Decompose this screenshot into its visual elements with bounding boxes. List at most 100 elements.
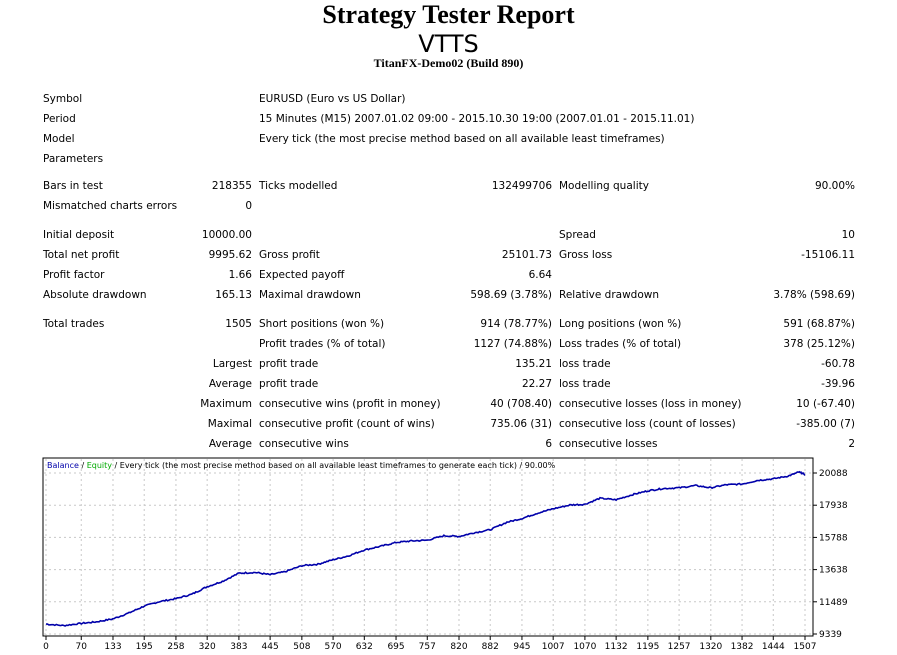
gross-profit-value: 25101.73 (501, 249, 552, 261)
max-consecutive-losses-value: 10 (-67.40) (796, 398, 855, 410)
bars-label: Bars in test (43, 180, 103, 192)
x-tick-label: 70 (76, 642, 88, 652)
max-consecutive-wins-value: 40 (708.40) (490, 398, 552, 410)
largest-profit-label: profit trade (259, 358, 319, 370)
average-consecutive-wins-value: 6 (545, 438, 552, 450)
average-consecutive-losses-value: 2 (848, 438, 855, 450)
balance-series-line (46, 470, 806, 627)
symbol-value: EURUSD (Euro vs US Dollar) (259, 93, 406, 105)
quality-label: Modelling quality (559, 180, 649, 192)
gross-loss-value: -15106.11 (801, 249, 855, 261)
y-axis-ticks: 9339 11489 13638 15788 17938 20088 (813, 469, 848, 640)
maximal-consecutive-loss-value: -385.00 (7) (796, 418, 855, 430)
y-tick-label: 20088 (819, 469, 848, 479)
x-tick-label: 1195 (636, 642, 659, 652)
parameters-label: Parameters (43, 153, 104, 165)
net-profit-value: 9995.62 (208, 249, 252, 261)
x-tick-label: 258 (167, 642, 184, 652)
x-tick-label: 1007 (542, 642, 565, 652)
period-label: Period (43, 113, 76, 125)
x-tick-label: 820 (450, 642, 467, 652)
x-tick-label: 695 (387, 642, 404, 652)
average-label: Average (208, 378, 252, 390)
average-loss-value: -39.96 (821, 378, 855, 390)
absolute-drawdown-label: Absolute drawdown (43, 289, 147, 301)
long-positions-value: 591 (68.87%) (783, 318, 855, 330)
x-tick-label: 1320 (699, 642, 722, 652)
x-tick-label: 1070 (573, 642, 596, 652)
expected-payoff-label: Expected payoff (259, 269, 345, 281)
y-tick-label: 9339 (819, 630, 842, 640)
average-consecutive-wins-label: consecutive wins (259, 438, 349, 450)
max-consecutive-wins-label: consecutive wins (profit in money) (259, 398, 441, 410)
profit-trades-value: 1127 (74.88%) (473, 338, 552, 350)
legend-description: / Every tick (the most precise method ba… (112, 461, 556, 470)
legend-balance: Balance (47, 461, 79, 470)
maximal-consecutive-profit-value: 735.06 (31) (490, 418, 552, 430)
y-tick-label: 11489 (819, 598, 848, 608)
y-tick-label: 13638 (819, 566, 848, 576)
x-tick-label: 1132 (605, 642, 628, 652)
x-tick-label: 570 (324, 642, 341, 652)
x-tick-label: 1257 (668, 642, 691, 652)
account-info: TitanFX-Demo02 (Build 890) (373, 56, 524, 70)
expert-name: VTTS (418, 30, 479, 58)
profit-trades-label: Profit trades (% of total) (259, 338, 386, 350)
mismatch-value: 0 (245, 200, 252, 212)
short-positions-label: Short positions (won %) (259, 318, 385, 330)
loss-trades-value: 378 (25.12%) (783, 338, 855, 350)
ticks-label: Ticks modelled (259, 180, 338, 192)
short-positions-value: 914 (78.77%) (480, 318, 552, 330)
x-tick-label: 1444 (762, 642, 785, 652)
largest-loss-value: -60.78 (821, 358, 855, 370)
max-consecutive-losses-label: consecutive losses (loss in money) (559, 398, 742, 410)
x-tick-label: 320 (199, 642, 216, 652)
relative-drawdown-label: Relative drawdown (559, 289, 660, 301)
maximal-label: Maximal (207, 418, 252, 430)
x-tick-label: 1507 (794, 642, 817, 652)
total-trades-value: 1505 (225, 318, 252, 330)
deposit-value: 10000.00 (201, 229, 252, 241)
report-title: Strategy Tester Report (322, 0, 575, 29)
largest-profit-value: 135.21 (515, 358, 552, 370)
x-tick-label: 133 (104, 642, 121, 652)
x-tick-label: 945 (513, 642, 530, 652)
x-tick-label: 882 (482, 642, 499, 652)
spread-value: 10 (841, 229, 855, 241)
largest-label: Largest (212, 358, 252, 370)
x-axis-ticks: 0 70 133 195 258 320 383 445 508 570 632 695 757 820 8… (43, 636, 816, 652)
x-tick-label: 632 (356, 642, 373, 652)
total-trades-label: Total trades (43, 318, 105, 330)
legend-equity: Equity (87, 461, 113, 470)
average-consecutive-losses-label: consecutive losses (559, 438, 658, 450)
profit-factor-value: 1.66 (228, 269, 252, 281)
maximal-consecutive-profit-label: consecutive profit (count of wins) (259, 418, 435, 430)
x-tick-label: 383 (230, 642, 247, 652)
x-tick-label: 508 (293, 642, 310, 652)
largest-loss-label: loss trade (559, 358, 611, 370)
expected-payoff-value: 6.64 (528, 269, 552, 281)
model-label: Model (43, 133, 75, 145)
maximal-drawdown-label: Maximal drawdown (259, 289, 361, 301)
maximal-drawdown-value: 598.69 (3.78%) (470, 289, 552, 301)
absolute-drawdown-value: 165.13 (215, 289, 252, 301)
x-tick-label: 0 (43, 642, 49, 652)
relative-drawdown-value: 3.78% (598.69) (773, 289, 855, 301)
x-tick-label: 445 (262, 642, 279, 652)
net-profit-label: Total net profit (43, 249, 120, 261)
x-tick-label: 195 (136, 642, 153, 652)
balance-chart: 9339 11489 13638 15788 17938 20088 0 70 133 195 2… (42, 457, 848, 652)
maximal-consecutive-loss-label: consecutive loss (count of losses) (559, 418, 736, 430)
deposit-label: Initial deposit (43, 229, 115, 241)
quality-value: 90.00% (814, 180, 855, 192)
average2-label: Average (208, 438, 252, 450)
average-profit-value: 22.27 (521, 378, 552, 390)
loss-trades-label: Loss trades (% of total) (559, 338, 682, 350)
gross-loss-label: Gross loss (559, 249, 613, 261)
maximum-label: Maximum (200, 398, 252, 410)
chart-grid (44, 459, 812, 635)
gross-profit-label: Gross profit (259, 249, 320, 261)
profit-factor-label: Profit factor (43, 269, 105, 281)
model-value: Every tick (the most precise method base… (259, 133, 665, 145)
average-loss-label: loss trade (559, 378, 611, 390)
